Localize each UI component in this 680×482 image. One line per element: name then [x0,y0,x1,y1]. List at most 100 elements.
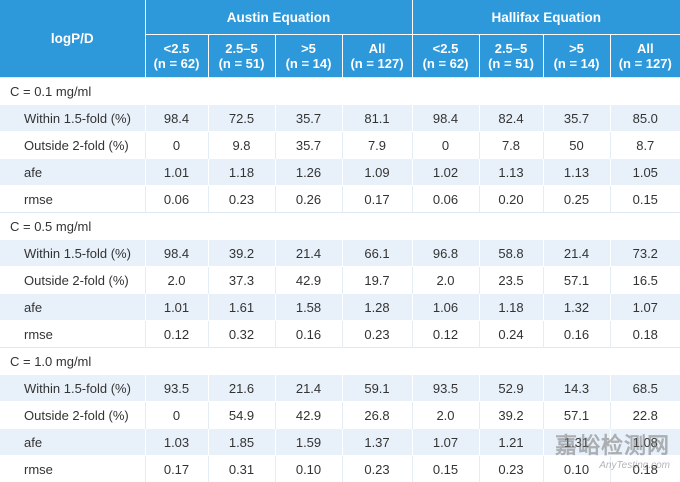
value-cell: 68.5 [610,375,680,402]
value-cell: 0.17 [342,186,412,213]
value-cell: 21.4 [543,240,610,267]
row-label: rmse [0,456,145,482]
row-label: Outside 2-fold (%) [0,267,145,294]
value-cell: 59.1 [342,375,412,402]
value-cell: 52.9 [479,375,543,402]
table-header: logP/D Austin Equation Hallifax Equation… [0,0,680,78]
value-cell: 1.09 [342,159,412,186]
value-cell: 93.5 [145,375,208,402]
value-cell: 37.3 [208,267,275,294]
section-row: C = 1.0 mg/ml [0,348,680,375]
subheader-cell: 2.5–5(n = 51) [208,35,275,78]
section-row: C = 0.1 mg/ml [0,78,680,105]
value-cell: 9.8 [208,132,275,159]
value-cell: 0.06 [412,186,479,213]
value-cell: 0.26 [275,186,342,213]
subheader-count: (n = 14) [544,56,610,71]
value-cell: 0.25 [543,186,610,213]
value-cell: 16.5 [610,267,680,294]
header-title: logP/D [0,0,145,78]
subheader-range: All [343,41,412,56]
value-cell: 0.10 [275,456,342,482]
value-cell: 0 [145,402,208,429]
value-cell: 21.4 [275,375,342,402]
value-cell: 82.4 [479,105,543,132]
subheader-range: 2.5–5 [480,41,543,56]
value-cell: 0 [145,132,208,159]
value-cell: 1.03 [145,429,208,456]
section-title: C = 1.0 mg/ml [0,348,680,375]
value-cell: 19.7 [342,267,412,294]
value-cell: 0.10 [543,456,610,482]
value-cell: 1.07 [412,429,479,456]
value-cell: 93.5 [412,375,479,402]
value-cell: 1.85 [208,429,275,456]
value-cell: 96.8 [412,240,479,267]
value-cell: 0.06 [145,186,208,213]
value-cell: 1.05 [610,159,680,186]
value-cell: 2.0 [412,402,479,429]
section-row: C = 0.5 mg/ml [0,213,680,240]
subheader-count: (n = 127) [611,56,680,71]
value-cell: 14.3 [543,375,610,402]
subheader-cell: 2.5–5(n = 51) [479,35,543,78]
value-cell: 0.23 [479,456,543,482]
value-cell: 85.0 [610,105,680,132]
value-cell: 1.58 [275,294,342,321]
subheader-count: (n = 51) [480,56,543,71]
value-cell: 98.4 [145,105,208,132]
value-cell: 7.9 [342,132,412,159]
row-label: afe [0,294,145,321]
value-cell: 0.18 [610,456,680,482]
value-cell: 1.08 [610,429,680,456]
value-cell: 0.20 [479,186,543,213]
value-cell: 35.7 [275,105,342,132]
value-cell: 0.15 [412,456,479,482]
subheader-count: (n = 127) [343,56,412,71]
row-label: rmse [0,321,145,348]
value-cell: 2.0 [145,267,208,294]
value-cell: 1.21 [479,429,543,456]
value-cell: 0.17 [145,456,208,482]
subheader-count: (n = 14) [276,56,342,71]
value-cell: 21.4 [275,240,342,267]
value-cell: 1.28 [342,294,412,321]
value-cell: 0.24 [479,321,543,348]
value-cell: 57.1 [543,267,610,294]
value-cell: 26.8 [342,402,412,429]
subheader-count: (n = 62) [413,56,479,71]
subheader-range: <2.5 [146,41,208,56]
value-cell: 57.1 [543,402,610,429]
value-cell: 35.7 [275,132,342,159]
value-cell: 39.2 [208,240,275,267]
value-cell: 0 [412,132,479,159]
value-cell: 42.9 [275,267,342,294]
value-cell: 1.18 [208,159,275,186]
value-cell: 0.32 [208,321,275,348]
row-label: afe [0,159,145,186]
value-cell: 1.32 [543,294,610,321]
subheader-range: <2.5 [413,41,479,56]
value-cell: 0.23 [342,456,412,482]
value-cell: 58.8 [479,240,543,267]
subheader-cell: >5(n = 14) [275,35,342,78]
subheader-range: 2.5–5 [209,41,275,56]
value-cell: 0.15 [610,186,680,213]
value-cell: 0.16 [275,321,342,348]
value-cell: 98.4 [145,240,208,267]
value-cell: 1.26 [275,159,342,186]
section-title: C = 0.5 mg/ml [0,213,680,240]
group-header-austin: Austin Equation [145,0,412,35]
value-cell: 1.18 [479,294,543,321]
value-cell: 0.12 [412,321,479,348]
